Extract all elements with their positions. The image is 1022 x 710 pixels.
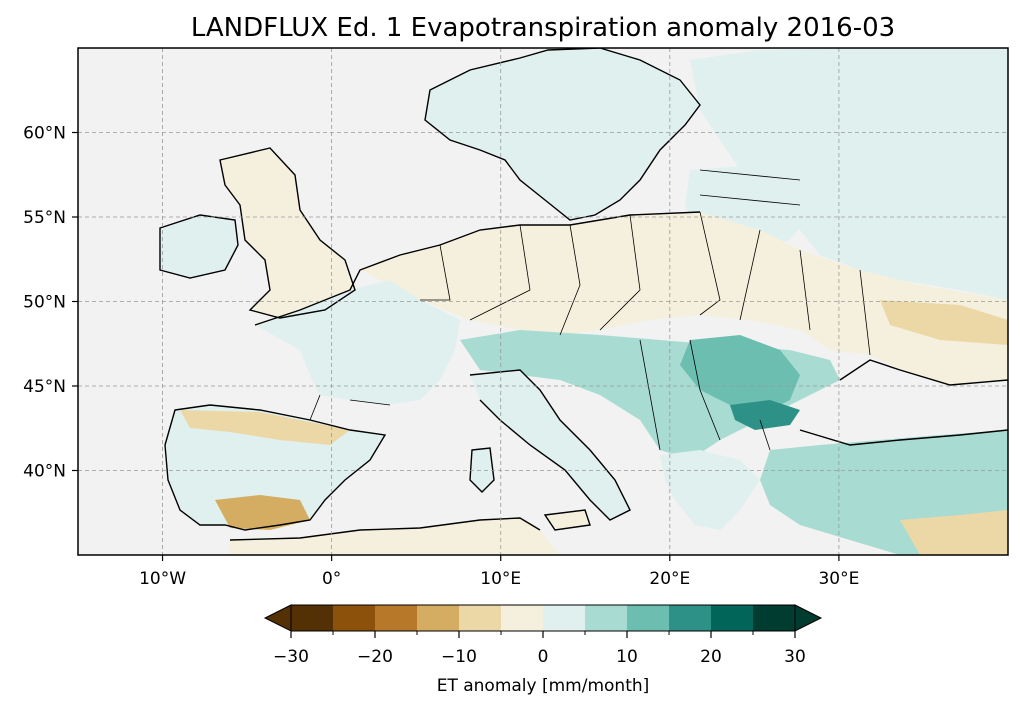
colorbar-tick-label: −30 [273,647,309,667]
land-greece [660,450,760,530]
coastline-black-sea [799,359,1008,446]
x-tick-label: 30°E [818,569,859,589]
land-north-africa [230,518,560,555]
x-tick-label: 0° [322,569,341,589]
latitude-ticks: 40°N 45°N 50°N 55°N 60°N [23,124,78,482]
land-iberia-south [215,495,310,530]
y-tick-label: 50°N [23,293,66,313]
colorbar-tick-label: 30 [784,647,806,667]
colorbar-tick-label: 20 [700,647,722,667]
land-scandinavia [425,48,700,220]
colorbar-extend-min [263,604,292,632]
longitude-ticks: 10°W 0° 10°E 20°E 30°E [139,555,859,589]
colorbar-segment [627,605,670,631]
colorbar-segment [669,605,712,631]
colorbar-segment [543,605,586,631]
colorbar-tick-label: −20 [357,647,393,667]
colorbar-extend-max [794,604,823,632]
land-sicily [545,510,590,530]
x-tick-label: 10°W [139,569,186,589]
colorbar-tick-label: 10 [616,647,638,667]
country-borders [309,169,871,451]
colorbar-segment [753,605,796,631]
colorbar-label: ET anomaly [mm/month] [437,676,650,696]
land-ukraine-anomaly [880,300,1008,345]
colorbar: −30 −20 −10 0 10 20 30 [263,604,823,667]
map-panel [78,48,1008,555]
land-italy [470,370,630,520]
colorbar-segment [375,605,418,631]
land-carpathian-basin [680,335,800,415]
coastline-scandinavia [424,48,701,221]
x-tick-label: 10°E [480,569,521,589]
y-tick-label: 60°N [23,124,66,144]
border-lines [309,169,871,451]
colorbar-tick-label: −10 [441,647,477,667]
colorbar-segment [291,605,334,631]
gridlines [78,48,1008,555]
land-anatolia-south [900,510,1008,555]
chart-title: LANDFLUX Ed. 1 Evapotranspiration anomal… [191,13,895,43]
land-iberia-north [180,410,350,445]
y-tick-label: 45°N [23,377,66,397]
coastlines [159,48,1008,541]
coastline-sicily [543,509,591,531]
colorbar-segment [585,605,628,631]
land-finland-russia [690,48,1008,300]
land-bulgaria-anomaly [730,400,800,430]
coastline-north-africa [229,517,541,541]
land-sardinia [470,448,494,492]
colorbar-segment [459,605,502,631]
colorbar-segment [501,605,544,631]
colorbar-segment [333,605,376,631]
coastline-great-britain [219,147,356,319]
land-great-britain [220,148,355,318]
colorbar-tick-label: 0 [538,647,549,667]
coastline-sardinia [469,447,495,493]
colorbar-segment [417,605,460,631]
y-tick-label: 55°N [23,208,66,228]
y-tick-label: 40°N [23,462,66,482]
x-tick-label: 20°E [649,569,690,589]
land-france [255,280,460,405]
land-ireland [160,215,238,278]
coastline-iberia [164,404,387,531]
colorbar-segment [711,605,754,631]
coastline-ireland [159,214,239,279]
coastline-italy [469,369,631,521]
land-central-europe [360,212,1008,385]
